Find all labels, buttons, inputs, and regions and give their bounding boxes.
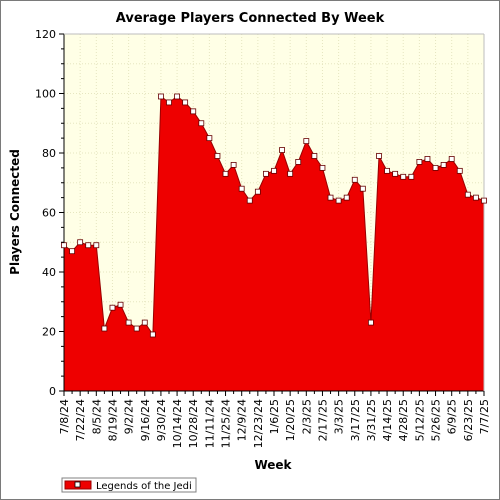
data-point <box>141 319 148 326</box>
legend-label: Legends of the Jedi <box>96 481 192 492</box>
data-point <box>198 120 205 127</box>
x-tick-label: 7/8/24 <box>58 399 71 434</box>
series-area <box>64 96 484 391</box>
x-tick-label: 5/12/25 <box>413 399 426 441</box>
y-tick-label: 80 <box>42 147 56 160</box>
data-point <box>254 188 261 195</box>
data-point <box>319 164 326 171</box>
y-tick-label: 60 <box>42 207 56 220</box>
data-point <box>400 173 407 180</box>
data-point <box>424 156 431 162</box>
data-point <box>109 304 116 311</box>
y-tick-label: 120 <box>35 28 56 41</box>
data-point <box>85 242 92 249</box>
data-point <box>77 239 84 246</box>
data-point <box>473 194 479 201</box>
x-tick-label: 9/16/24 <box>139 399 152 441</box>
y-tick-label: 0 <box>49 385 56 398</box>
data-point <box>432 164 439 171</box>
x-tick-label: 9/30/24 <box>155 399 168 441</box>
data-point <box>101 325 108 332</box>
data-point <box>384 167 390 174</box>
data-point <box>271 167 277 174</box>
x-tick-label: 7/22/24 <box>74 399 87 441</box>
data-point <box>133 325 140 332</box>
data-point <box>408 173 415 180</box>
data-point <box>182 99 189 106</box>
data-point <box>368 319 374 326</box>
x-tick-label: 5/26/25 <box>430 399 443 441</box>
x-axis-label: Week <box>254 458 292 472</box>
x-tick-label: 10/28/24 <box>187 399 200 448</box>
x-tick-label: 6/23/25 <box>462 399 475 441</box>
x-tick-label: 11/11/24 <box>203 399 216 448</box>
data-point <box>392 170 399 177</box>
data-point <box>174 93 180 100</box>
legend: Legends of the Jedi <box>61 477 197 493</box>
data-point <box>327 194 334 201</box>
x-tick-label: 12/9/24 <box>236 399 249 441</box>
data-point <box>117 301 124 308</box>
data-point <box>61 242 67 249</box>
data-point <box>222 170 229 177</box>
data-point <box>206 135 213 142</box>
data-point <box>230 161 237 168</box>
data-point <box>376 153 382 159</box>
data-point <box>149 331 156 338</box>
x-tick-label: 8/19/24 <box>106 399 119 441</box>
legend-marker <box>74 481 81 488</box>
data-point <box>311 153 318 159</box>
data-point <box>343 194 350 201</box>
chart-title: Average Players Connected By Week <box>116 11 385 26</box>
x-tick-label: 8/5/24 <box>90 399 103 434</box>
data-point <box>448 156 455 162</box>
x-tick-label: 4/28/25 <box>397 399 410 441</box>
x-tick-label: 3/31/25 <box>365 399 378 441</box>
data-point <box>93 242 100 249</box>
x-tick-label: 7/7/25 <box>478 399 491 434</box>
x-tick-label: 3/3/25 <box>333 399 346 434</box>
data-point <box>359 185 366 192</box>
x-tick-label: 1/6/25 <box>268 399 281 434</box>
data-point <box>214 153 221 159</box>
data-point <box>464 191 471 198</box>
data-point <box>295 159 302 165</box>
data-point <box>335 197 342 204</box>
y-tick-label: 20 <box>42 326 56 339</box>
y-tick-label: 100 <box>35 88 56 101</box>
x-tick-label: 11/25/24 <box>220 399 233 448</box>
y-axis-label: Players Connected <box>8 149 22 275</box>
data-point <box>303 138 310 145</box>
data-point <box>287 170 294 177</box>
data-point <box>440 161 447 168</box>
data-point <box>279 147 285 153</box>
x-tick-label: 2/3/25 <box>300 399 313 434</box>
legend-box <box>61 477 197 493</box>
x-tick-label: 9/2/24 <box>123 399 136 434</box>
data-point <box>158 93 164 100</box>
data-point <box>481 197 487 204</box>
data-point <box>69 248 75 255</box>
x-tick-label: 4/14/25 <box>381 399 394 441</box>
x-tick-label: 6/9/25 <box>446 399 459 434</box>
data-point <box>238 185 245 192</box>
x-tick-label: 1/20/25 <box>284 399 297 441</box>
y-tick-label: 40 <box>42 266 56 279</box>
x-tick-label: 3/17/25 <box>349 399 362 441</box>
data-point <box>125 319 132 326</box>
data-point <box>351 176 358 183</box>
data-point <box>246 197 253 204</box>
data-point <box>166 99 172 106</box>
x-tick-label: 2/17/25 <box>316 399 329 441</box>
data-point <box>190 108 197 115</box>
data-point <box>416 159 423 165</box>
data-point <box>456 167 463 174</box>
data-point <box>263 170 269 177</box>
x-tick-label: 12/23/24 <box>252 399 265 448</box>
x-tick-label: 10/14/24 <box>171 399 184 448</box>
